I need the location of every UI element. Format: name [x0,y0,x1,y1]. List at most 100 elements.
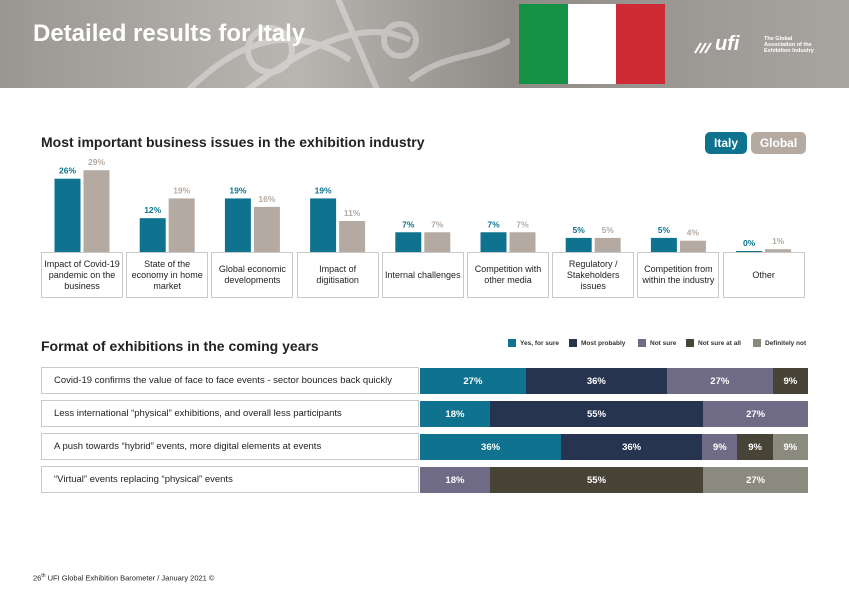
stacked-bar-0: 27% 36% 27% 9% [420,368,808,394]
flag-stripe-white [567,4,617,84]
footer-ordinal-suffix: th [41,573,46,579]
bar-label-global-8: 1% [772,236,785,246]
segment-not-sure-0: 27% [666,368,773,394]
stacked-bar-2: 36% 36% 9% 9% 9% [420,434,808,460]
flag-stripe-red [616,4,666,84]
bar-label-global-6: 5% [602,225,615,235]
row-label-3: “Virtual” events replacing “physical” ev… [41,466,419,493]
stacked-bar-3: 18% 55% 27% [420,467,808,493]
segment-definitely-not-2: 9% [772,434,808,460]
bar-global-6 [594,237,621,252]
bar-italy-8 [736,251,763,252]
category-label-7: Competition from within the industry [637,252,720,298]
bar-label-global-2: 16% [258,194,275,204]
legend-swatch [686,339,694,347]
segment-not-sure-at-all-3: 55% [489,467,704,493]
chart2-title: Format of exhibitions in the coming year… [41,338,319,354]
bar-global-5 [509,232,536,252]
bar-italy-2 [224,198,251,252]
bar-italy-6 [565,237,592,252]
bar-label-italy-8: 0% [743,238,756,248]
business-issues-chart: 26% 29% 12% 19% 19% 16% 19% 11% 7% 7% 7% 7% 5% 5% 5% 4%… [54,157,792,252]
bar-label-global-5: 7% [516,219,529,229]
legend-swatch [753,339,761,347]
row-label-2: A push towards “hybrid” events, more dig… [41,433,419,460]
bar-italy-0 [54,178,81,252]
legend-label: Not sure [650,339,677,347]
bar-label-global-0: 29% [88,157,105,167]
page-title: Detailed results for Italy [33,20,306,47]
footer-text: UFI Global Exhibition Barometer / Januar… [45,573,215,583]
bar-italy-3 [310,198,337,252]
footer-ordinal: 26 [33,573,42,583]
segment-not-sure-at-all-2: 9% [737,434,773,460]
bar-italy-1 [139,218,166,252]
bar-italy-7 [650,237,677,252]
bar-italy-5 [480,232,507,252]
bar-global-3 [339,220,366,252]
legend-label: Most probably [581,339,626,347]
bar-label-global-4: 7% [431,219,444,229]
legend-item-not-sure: Not sure [638,338,676,348]
legend-swatch [638,339,646,347]
logo-arrows-icon [694,42,712,54]
legend-global: Global [751,132,806,154]
category-label-3: Impact of digitisation [296,252,379,298]
bar-label-italy-1: 12% [144,205,161,215]
row-label-1: Less international “physical” exhibition… [41,400,419,427]
logo-tagline: The Global Association of the Exhibition… [764,36,814,54]
legend-label: Definitely not [765,339,807,347]
segment-most-probably-1: 55% [489,401,704,427]
legend-item-most-probably: Most probably [569,338,625,348]
bar-label-italy-2: 19% [229,185,246,195]
stacked-bar-1: 18% 55% 27% [420,401,808,427]
segment-not-sure-3: 18% [420,467,490,493]
segment-yes-for-sure-0: 27% [420,368,526,394]
footer: 26th UFI Global Exhibition Barometer / J… [33,573,214,583]
legend-swatch [508,339,516,347]
legend-italy: Italy [705,132,747,154]
segment-not-sure-at-all-0: 9% [772,368,808,394]
header-banner: Detailed results for Italy ufi The Globa… [0,0,849,88]
segment-yes-for-sure-1: 18% [420,401,490,427]
bar-label-italy-7: 5% [658,225,671,235]
chart1-title: Most important business issues in the ex… [41,134,425,150]
bar-label-global-1: 19% [173,185,190,195]
category-label-0: Impact of Covid-19 pandemic on the busin… [41,252,123,298]
bar-global-8 [765,249,792,252]
category-label-6: Regulatory / Stakeholders issues [552,252,635,298]
segment-not-sure-1: 27% [703,401,808,427]
legend-item-yes-for-sure: Yes, for sure [508,338,559,348]
segment-not-sure-2: 9% [702,434,738,460]
italy-flag [519,4,666,84]
bar-label-global-3: 11% [344,208,361,218]
category-label-5: Competition with other media [467,252,549,298]
logo-wordmark: ufi [715,33,740,55]
category-label-1: State of the economy in home market [126,252,209,298]
legend-label: Not sure at all [698,339,741,347]
bar-global-2 [253,206,280,252]
legend-item-not-sure-at-all: Not sure at all [686,338,741,348]
bar-global-7 [679,240,706,252]
bar-label-italy-3: 19% [315,185,332,195]
bar-global-4 [424,232,451,252]
legend-swatch [569,339,577,347]
category-label-2: Global economic developments [211,252,294,298]
segment-most-probably-2: 36% [561,434,703,460]
legend-label: Yes, for sure [520,339,560,347]
category-label-8: Other [722,252,805,298]
category-label-4: Internal challenges [381,252,464,298]
bar-label-italy-4: 7% [402,219,415,229]
bar-label-global-7: 4% [687,228,700,238]
row-label-0: Covid-19 confirms the value of face to f… [41,367,419,394]
bar-global-1 [168,198,195,252]
segment-yes-for-sure-2: 36% [420,434,562,460]
bar-label-italy-5: 7% [487,219,500,229]
bar-label-italy-0: 26% [59,166,76,176]
segment-definitely-not-3: 27% [703,467,808,493]
flag-stripe-green [519,4,568,84]
bar-global-0 [83,170,110,252]
header-background-image [186,0,510,88]
bar-label-italy-6: 5% [573,225,586,235]
bar-italy-4 [395,232,422,252]
